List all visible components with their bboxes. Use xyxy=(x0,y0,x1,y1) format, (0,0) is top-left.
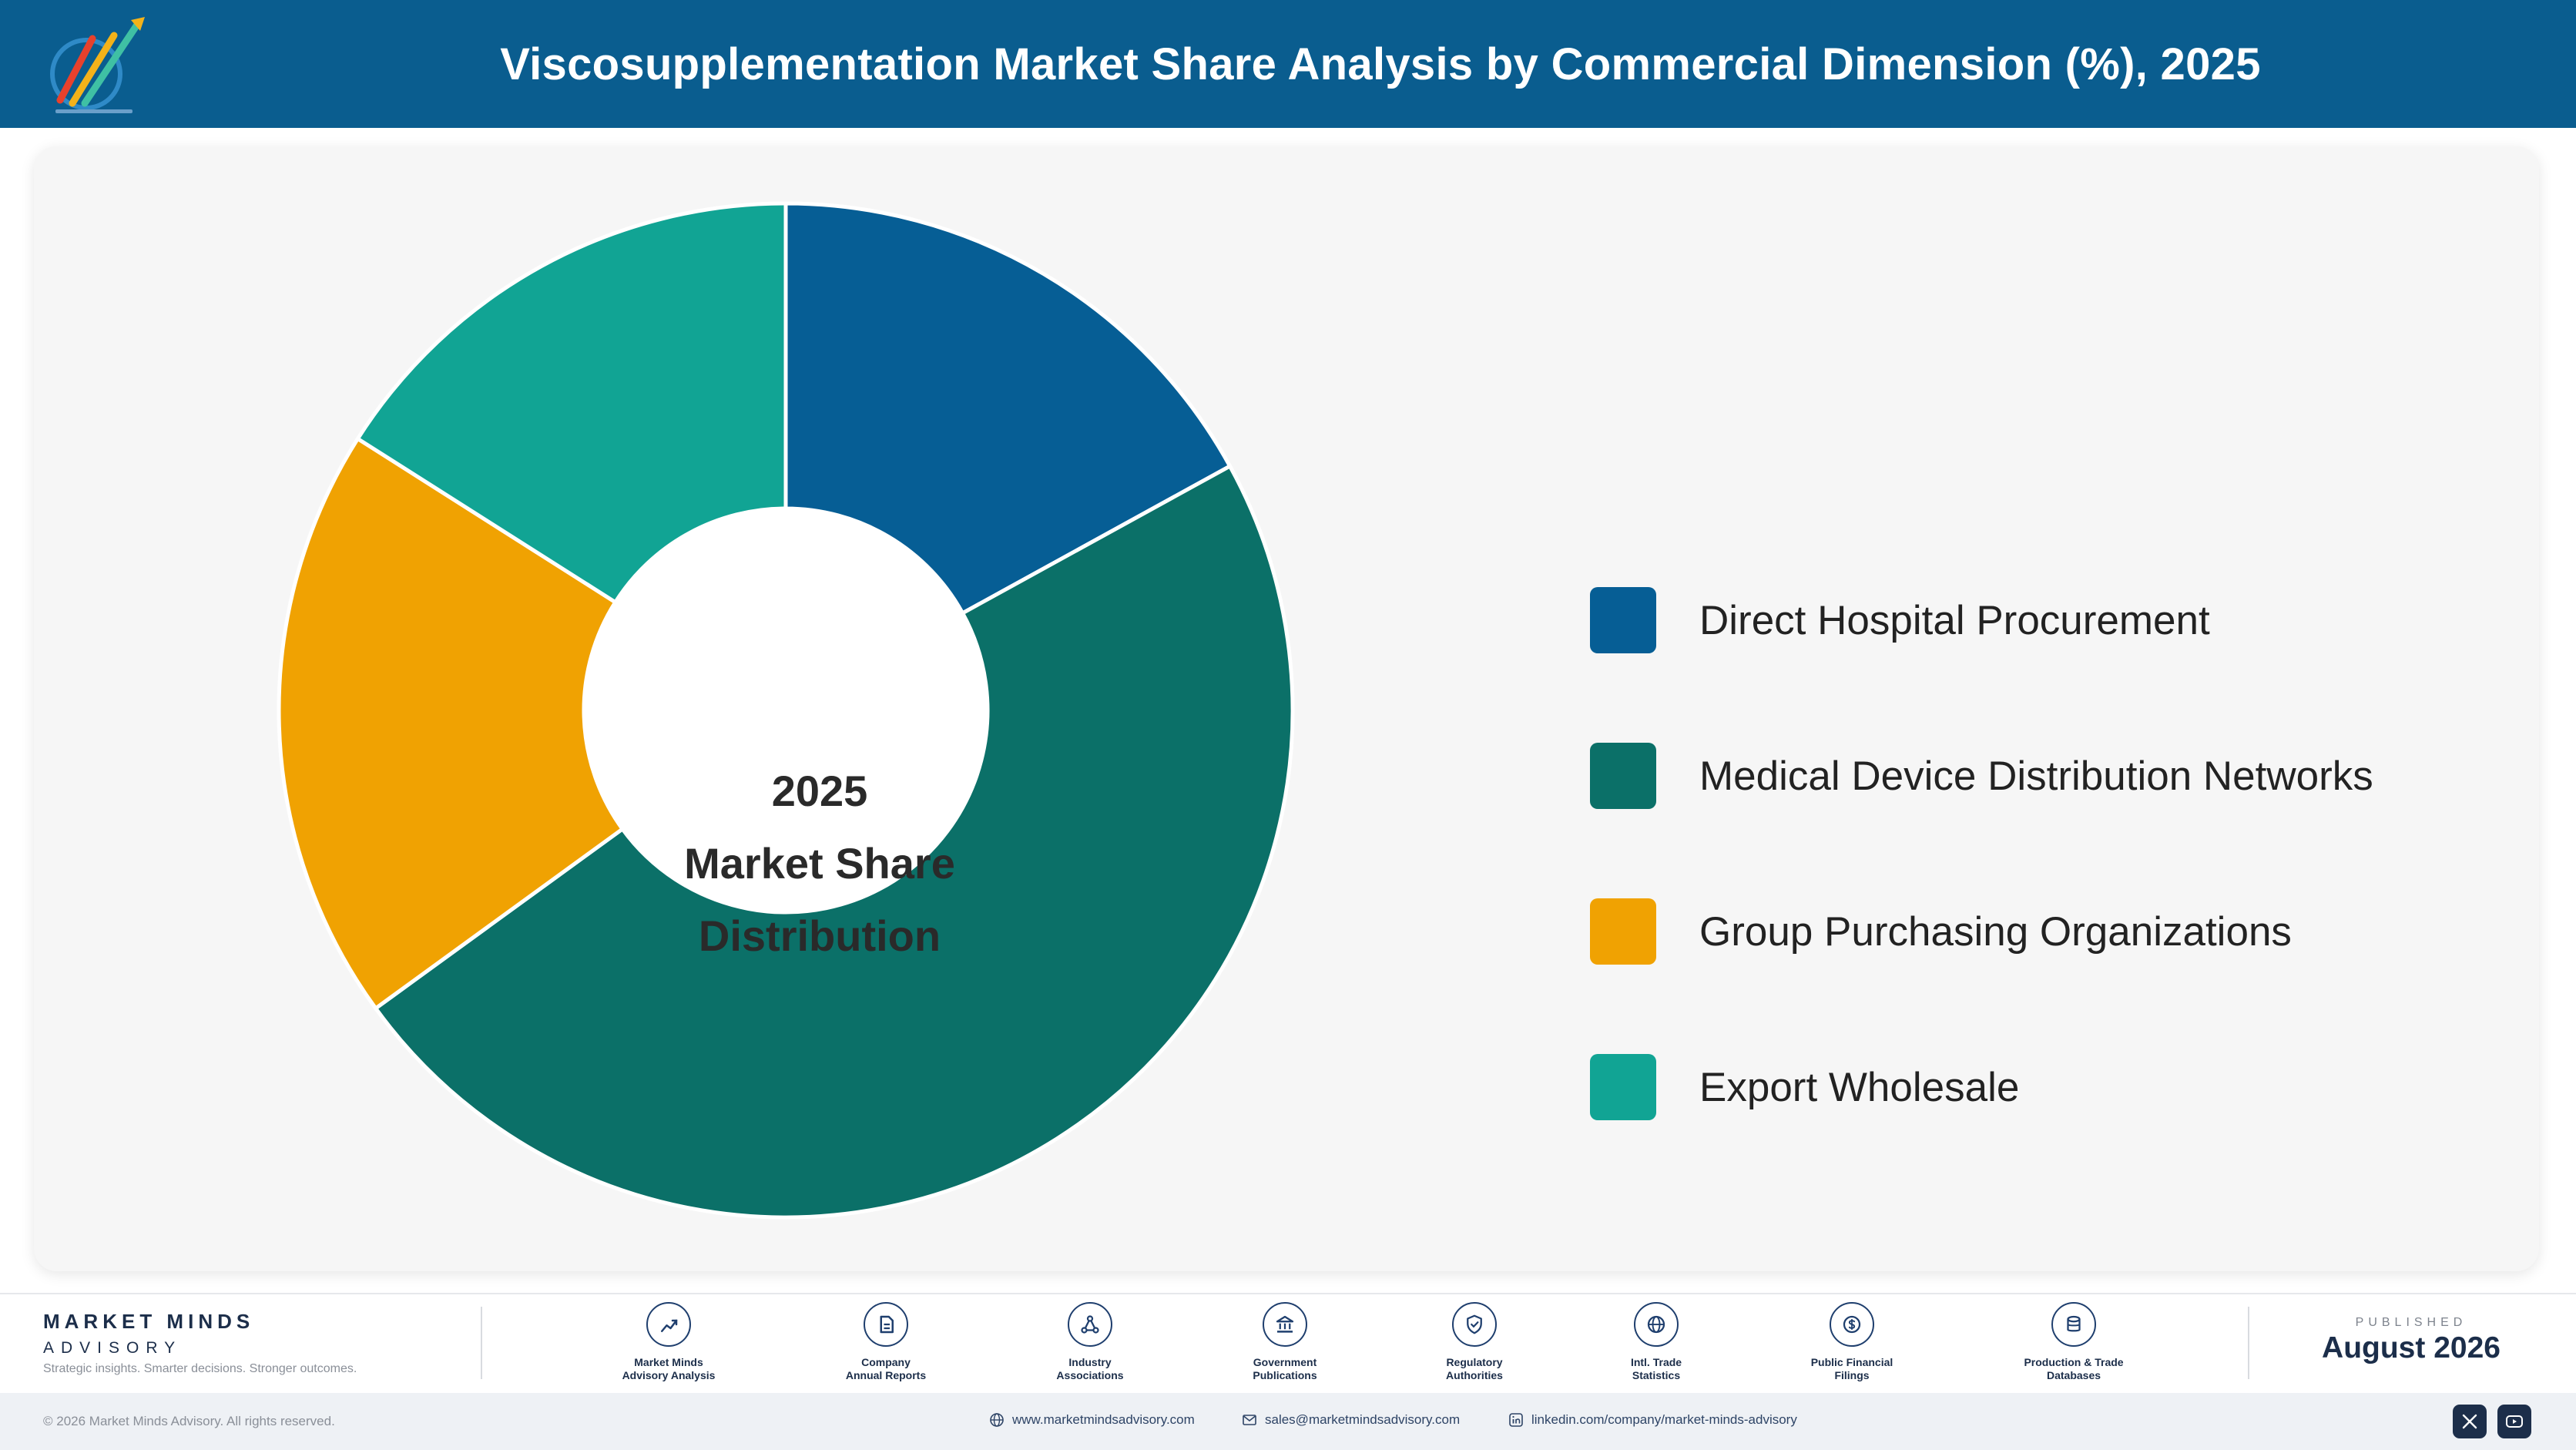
copyright-text: © 2026 Market Minds Advisory. All rights… xyxy=(43,1414,335,1428)
globe-icon xyxy=(990,1413,1004,1427)
center-label-line-3: Distribution xyxy=(698,911,941,960)
globe-icon xyxy=(1634,1302,1679,1347)
source-item: Market Minds Advisory Analysis xyxy=(592,1302,746,1382)
source-item: Regulatory Authorities xyxy=(1397,1302,1551,1382)
source-item: Company Annual Reports xyxy=(809,1302,963,1382)
x-social-button[interactable] xyxy=(2453,1405,2487,1438)
chart-card: 2025 Market Share Distribution Direct Ho… xyxy=(34,146,2539,1271)
brand-subtitle: ADVISORY xyxy=(43,1339,183,1357)
legend-swatch xyxy=(1590,1054,1656,1120)
mail-icon xyxy=(1243,1415,1256,1425)
footer-divider xyxy=(2248,1307,2249,1379)
email-text: sales@marketmindsadvisory.com xyxy=(1265,1412,1461,1427)
source-item: Intl. Trade Statistics xyxy=(1579,1302,1733,1382)
trend-chart-icon xyxy=(646,1302,691,1347)
website-text: www.marketmindsadvisory.com xyxy=(1012,1412,1195,1427)
source-label: Industry Associations xyxy=(1056,1356,1124,1381)
center-label-line-2: Market Share xyxy=(684,839,955,888)
website-link[interactable]: www.marketmindsadvisory.com xyxy=(989,1412,1195,1428)
legend-label: Export Wholesale xyxy=(1699,1064,2020,1110)
linkedin-link[interactable]: linkedin.com/company/market-minds-adviso… xyxy=(1508,1412,1797,1428)
database-icon xyxy=(2051,1302,2096,1347)
source-label: Public Financial Filings xyxy=(1810,1356,1893,1381)
footer-contact-bar xyxy=(0,1393,2576,1450)
chart-legend: Direct Hospital Procurement Medical Devic… xyxy=(1590,587,2373,1210)
legend-item: Medical Device Distribution Networks xyxy=(1590,743,2373,809)
published-label: PUBLISHED xyxy=(2355,1316,2467,1329)
government-building-icon xyxy=(1263,1302,1307,1347)
shield-check-icon xyxy=(1452,1302,1497,1347)
source-item: Industry Associations xyxy=(1013,1302,1167,1382)
source-label: Company Annual Reports xyxy=(845,1356,927,1381)
center-label-year: 2025 xyxy=(771,767,868,815)
source-label: Regulatory Authorities xyxy=(1446,1356,1503,1381)
chart-title: Viscosupplementation Market Share Analys… xyxy=(500,39,2261,89)
email-link[interactable]: sales@marketmindsadvisory.com xyxy=(1242,1412,1460,1428)
youtube-social-button[interactable] xyxy=(2497,1405,2531,1438)
brand-tagline: Strategic insights. Smarter decisions. S… xyxy=(43,1362,357,1375)
legend-swatch xyxy=(1590,743,1656,809)
header-bar: Viscosupplementation Market Share Analys… xyxy=(0,0,2576,128)
network-icon xyxy=(1068,1302,1112,1347)
linkedin-icon xyxy=(1509,1413,1523,1427)
donut-hole xyxy=(584,509,988,912)
legend-item: Group Purchasing Organizations xyxy=(1590,898,2373,965)
company-logo-icon xyxy=(50,17,145,113)
source-label: Government Publications xyxy=(1253,1356,1317,1381)
brand-name: MARKET MINDS xyxy=(43,1310,255,1333)
source-item: Public Financial Filings xyxy=(1775,1302,1929,1382)
x-logo-icon xyxy=(2462,1414,2477,1429)
legend-item: Export Wholesale xyxy=(1590,1054,2373,1120)
source-item: Production & Trade Databases xyxy=(1997,1302,2151,1382)
footer-divider xyxy=(481,1307,482,1379)
document-icon xyxy=(864,1302,908,1347)
source-label: Production & Trade Databases xyxy=(2024,1356,2124,1381)
linkedin-text: linkedin.com/company/market-minds-adviso… xyxy=(1531,1412,1797,1427)
source-label: Intl. Trade Statistics xyxy=(1630,1356,1682,1381)
source-label: Market Minds Advisory Analysis xyxy=(622,1356,716,1381)
legend-swatch xyxy=(1590,587,1656,653)
youtube-logo-icon xyxy=(2506,1415,2523,1428)
donut-chart xyxy=(277,201,1295,1220)
donut-center-label: 2025 Market Share Distribution xyxy=(627,755,1012,972)
legend-label: Direct Hospital Procurement xyxy=(1699,597,2210,643)
currency-icon xyxy=(1830,1302,1874,1347)
legend-item: Direct Hospital Procurement xyxy=(1590,587,2373,653)
published-date: August 2026 xyxy=(2322,1331,2501,1364)
legend-swatch xyxy=(1590,898,1656,965)
legend-label: Medical Device Distribution Networks xyxy=(1699,753,2373,799)
legend-label: Group Purchasing Organizations xyxy=(1699,908,2292,955)
source-item: Government Publications xyxy=(1208,1302,1362,1382)
